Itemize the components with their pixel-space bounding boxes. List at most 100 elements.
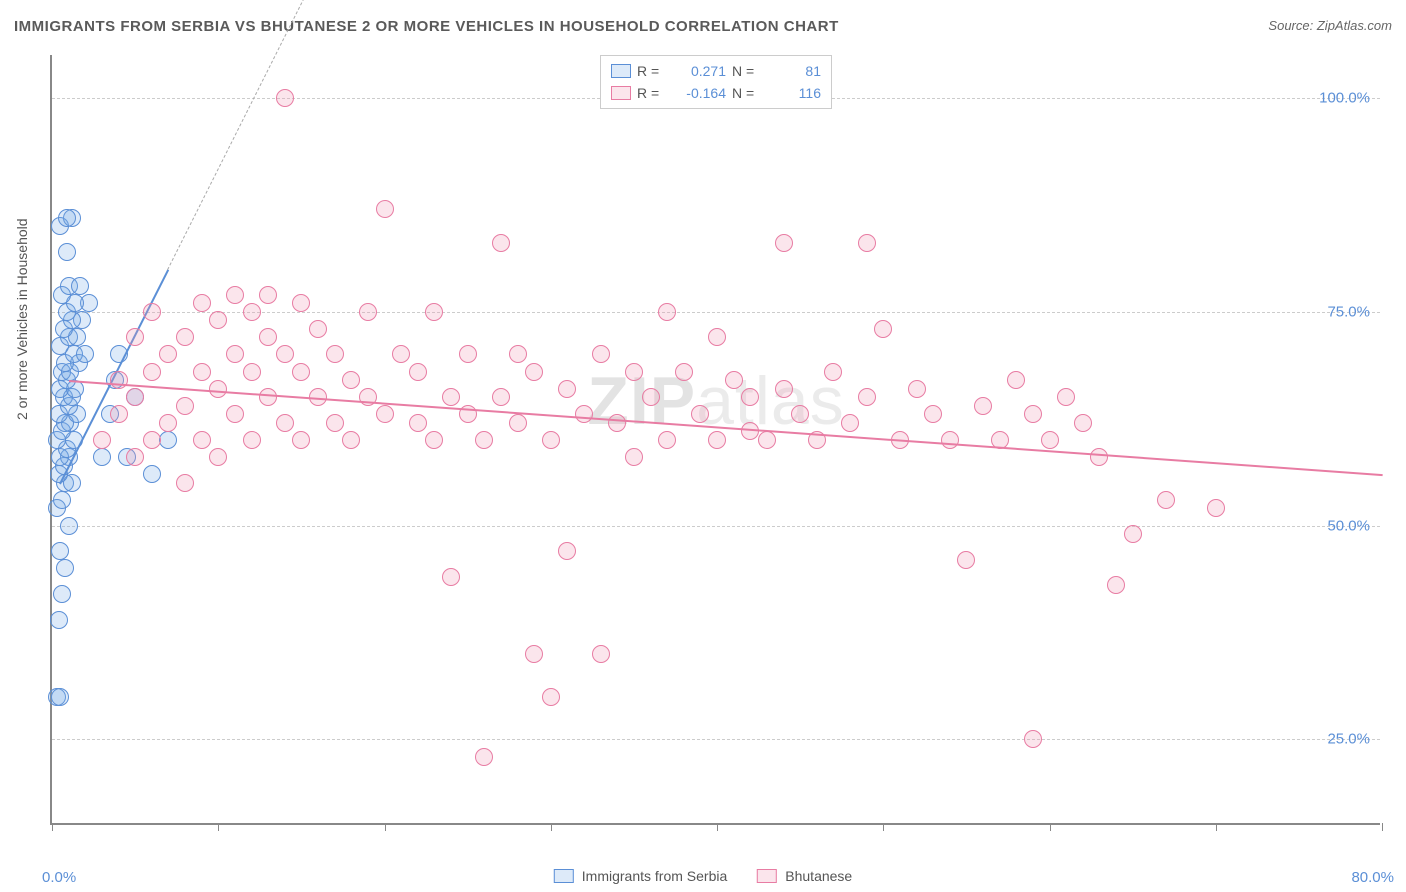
data-point bbox=[376, 200, 394, 218]
data-point bbox=[259, 328, 277, 346]
chart-title: IMMIGRANTS FROM SERBIA VS BHUTANESE 2 OR… bbox=[14, 18, 1392, 35]
data-point bbox=[775, 380, 793, 398]
legend-row: R =0.271N =81 bbox=[611, 60, 821, 82]
correlation-legend: R =0.271N =81R =-0.164N =116 bbox=[600, 55, 832, 109]
data-point bbox=[276, 89, 294, 107]
data-point bbox=[51, 688, 69, 706]
x-tick bbox=[385, 823, 386, 831]
data-point bbox=[392, 345, 410, 363]
data-point bbox=[176, 474, 194, 492]
data-point bbox=[209, 311, 227, 329]
x-axis-max-label: 80.0% bbox=[1351, 869, 1394, 886]
data-point bbox=[1207, 499, 1225, 517]
data-point bbox=[475, 431, 493, 449]
data-point bbox=[226, 405, 244, 423]
data-point bbox=[409, 363, 427, 381]
data-point bbox=[941, 431, 959, 449]
data-point bbox=[658, 431, 676, 449]
data-point bbox=[575, 405, 593, 423]
data-point bbox=[143, 465, 161, 483]
data-point bbox=[625, 363, 643, 381]
data-point bbox=[51, 542, 69, 560]
data-point bbox=[71, 277, 89, 295]
data-point bbox=[442, 388, 460, 406]
data-point bbox=[143, 431, 161, 449]
data-point bbox=[209, 380, 227, 398]
data-point bbox=[176, 328, 194, 346]
data-point bbox=[908, 380, 926, 398]
data-point bbox=[193, 363, 211, 381]
data-point bbox=[243, 431, 261, 449]
data-point bbox=[874, 320, 892, 338]
data-point bbox=[459, 345, 477, 363]
y-tick-label: 50.0% bbox=[1327, 517, 1370, 534]
y-tick-label: 100.0% bbox=[1319, 89, 1370, 106]
data-point bbox=[509, 345, 527, 363]
data-point bbox=[558, 542, 576, 560]
data-point bbox=[50, 611, 68, 629]
x-tick bbox=[1382, 823, 1383, 831]
data-point bbox=[608, 414, 626, 432]
data-point bbox=[126, 328, 144, 346]
data-point bbox=[110, 405, 128, 423]
x-tick bbox=[1216, 823, 1217, 831]
data-point bbox=[276, 414, 294, 432]
x-tick bbox=[1050, 823, 1051, 831]
data-point bbox=[758, 431, 776, 449]
data-point bbox=[592, 345, 610, 363]
data-point bbox=[974, 397, 992, 415]
data-point bbox=[60, 517, 78, 535]
data-point bbox=[376, 405, 394, 423]
data-point bbox=[658, 303, 676, 321]
data-point bbox=[841, 414, 859, 432]
data-point bbox=[691, 405, 709, 423]
data-point bbox=[558, 380, 576, 398]
data-point bbox=[475, 748, 493, 766]
data-point bbox=[53, 585, 71, 603]
plot-area: ZIPatlas R =0.271N =81R =-0.164N =116 25… bbox=[50, 55, 1380, 825]
data-point bbox=[243, 363, 261, 381]
x-tick bbox=[883, 823, 884, 831]
data-point bbox=[509, 414, 527, 432]
data-point bbox=[425, 431, 443, 449]
gridline bbox=[52, 526, 1380, 527]
data-point bbox=[276, 345, 294, 363]
data-point bbox=[858, 388, 876, 406]
legend-item: Immigrants from Serbia bbox=[554, 868, 727, 884]
data-point bbox=[1074, 414, 1092, 432]
data-point bbox=[259, 388, 277, 406]
data-point bbox=[1107, 576, 1125, 594]
data-point bbox=[342, 371, 360, 389]
legend-row: R =-0.164N =116 bbox=[611, 82, 821, 104]
data-point bbox=[176, 397, 194, 415]
data-point bbox=[76, 345, 94, 363]
data-point bbox=[1057, 388, 1075, 406]
data-point bbox=[708, 328, 726, 346]
data-point bbox=[1090, 448, 1108, 466]
data-point bbox=[592, 645, 610, 663]
data-point bbox=[359, 303, 377, 321]
data-point bbox=[193, 294, 211, 312]
data-point bbox=[741, 388, 759, 406]
data-point bbox=[309, 320, 327, 338]
data-point bbox=[824, 363, 842, 381]
y-tick-label: 25.0% bbox=[1327, 731, 1370, 748]
data-point bbox=[226, 345, 244, 363]
data-point bbox=[1124, 525, 1142, 543]
data-point bbox=[1024, 405, 1042, 423]
data-point bbox=[708, 431, 726, 449]
data-point bbox=[957, 551, 975, 569]
x-tick bbox=[218, 823, 219, 831]
data-point bbox=[56, 559, 74, 577]
legend-item: Bhutanese bbox=[757, 868, 852, 884]
data-point bbox=[525, 645, 543, 663]
data-point bbox=[143, 363, 161, 381]
data-point bbox=[775, 234, 793, 252]
data-point bbox=[292, 431, 310, 449]
trend-line bbox=[69, 380, 1383, 476]
data-point bbox=[58, 243, 76, 261]
data-point bbox=[126, 388, 144, 406]
data-point bbox=[409, 414, 427, 432]
data-point bbox=[159, 414, 177, 432]
data-point bbox=[292, 363, 310, 381]
